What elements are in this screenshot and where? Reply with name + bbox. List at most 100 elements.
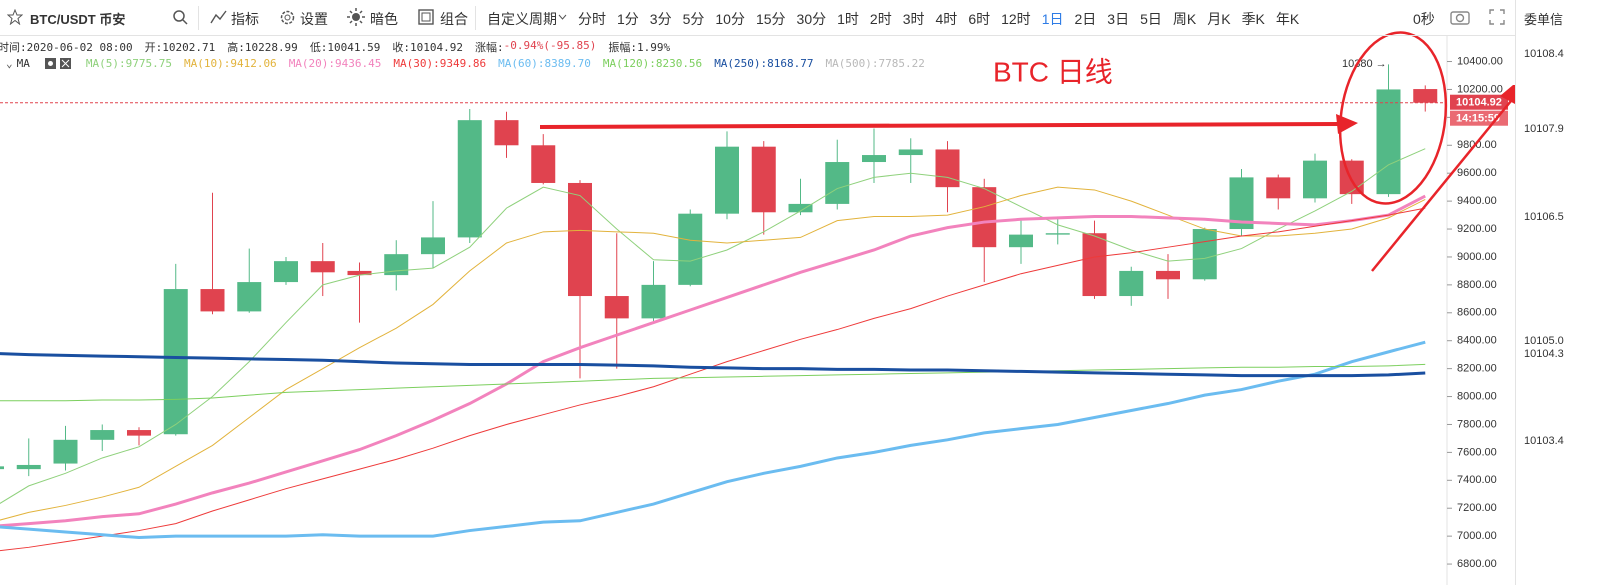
candle-body (237, 282, 262, 312)
tool[interactable]: 暗色 (370, 11, 398, 27)
order-book: 委单信 10108.4 10107.9 10106.5 10105.0 10104.3 1… (1515, 0, 1622, 585)
period[interactable]: 1日 (1041, 11, 1064, 27)
candle-body (935, 149, 960, 188)
tool[interactable]: 设置 (300, 11, 328, 27)
y-tick-label: 8600.00 (1457, 307, 1497, 319)
legend-entry: MA(60):8389.70 (498, 57, 591, 70)
arrow-head (1500, 85, 1515, 104)
order-price: 10106.5 (1524, 211, 1564, 223)
annotation-arrow (539, 122, 1341, 129)
y-tick-label: 7800.00 (1457, 418, 1497, 430)
period[interactable]: 2时 (869, 11, 892, 27)
indicator-icon[interactable] (210, 9, 228, 25)
y-tick-label: 8000.00 (1457, 390, 1497, 402)
period[interactable]: 1时 (837, 11, 859, 27)
ma-line (0, 363, 1426, 402)
camera-icon[interactable] (1450, 9, 1470, 25)
ma-line (0, 186, 1426, 521)
collapse-icon[interactable]: ⌄ (6, 57, 13, 70)
layout-icon[interactable] (418, 9, 434, 25)
annotation-arrow (1371, 95, 1515, 272)
ma-line (0, 352, 1426, 378)
period[interactable]: 5日 (1140, 11, 1162, 27)
info-close: 收:10104.92 (392, 41, 464, 54)
y-tick-label: 7600.00 (1457, 446, 1497, 458)
y-tick-label: 9600.00 (1457, 167, 1497, 179)
ma-line (0, 194, 1426, 528)
period[interactable]: 3日 (1107, 11, 1130, 27)
ohlc-info: 时间:2020-06-02 08:00 开:10202.71 高:10228.9… (0, 39, 670, 55)
candle-body (862, 155, 886, 163)
candle-body (604, 296, 629, 319)
info-low: 低:10041.59 (309, 41, 381, 54)
period[interactable]: 3时 (902, 11, 925, 27)
symbol[interactable]: BTC/USDT 币安 (30, 12, 126, 27)
y-tick-label: 7000.00 (1457, 530, 1497, 542)
tool[interactable]: 组合 (440, 11, 468, 27)
candle-body (457, 120, 482, 238)
high-marker: 10380 → (1342, 58, 1387, 70)
y-tick-label: 9800.00 (1457, 139, 1497, 151)
y-tick-label: 9000.00 (1457, 251, 1497, 263)
ma-line (0, 340, 1426, 540)
search-icon[interactable] (172, 9, 188, 25)
custom-period[interactable]: 自定义周期 (487, 11, 557, 27)
annotation-title: BTC 日线 (993, 56, 1113, 87)
period[interactable]: 1分 (617, 11, 639, 27)
divider (198, 6, 199, 30)
info-open: 开:10202.71 (144, 41, 216, 54)
period[interactable]: 周K (1172, 11, 1197, 27)
candle-body (568, 182, 592, 297)
period[interactable]: 12时 (1001, 11, 1031, 27)
period[interactable]: 6时 (968, 11, 991, 27)
candle-body (274, 261, 298, 283)
legend-entry: MA(10):9412.06 (183, 57, 277, 70)
period[interactable]: 30分 (796, 11, 827, 27)
candle-body (788, 203, 813, 213)
candle-body (531, 145, 556, 183)
period[interactable]: 3分 (649, 11, 672, 27)
countdown-label: 14:15:59 (1456, 113, 1500, 125)
period[interactable]: 2日 (1074, 11, 1097, 27)
candle-body (1303, 160, 1327, 199)
annotation-circle (1338, 31, 1448, 205)
y-tick-label: 8800.00 (1457, 279, 1497, 291)
candle-body (1376, 89, 1401, 195)
info-time: 时间:2020-06-02 08:00 (0, 41, 133, 54)
ma-line (0, 148, 1426, 504)
period[interactable]: 15分 (755, 11, 786, 27)
dropdown-icon[interactable] (558, 14, 567, 20)
candle-body (1009, 234, 1033, 248)
period[interactable]: 10分 (715, 11, 745, 27)
toolbar: BTC/USDT 币安 指标 设置 暗色 组合 自定义周期 分时 1分 3分 5分 10… (0, 0, 1622, 36)
fullscreen-icon[interactable] (1489, 9, 1505, 25)
period[interactable]: 4时 (935, 11, 958, 27)
y-tick-label: 10400.00 (1457, 55, 1503, 67)
candle-body (163, 289, 188, 435)
chart: 10400.0010200.0010000.009800.009600.0094… (0, 31, 1515, 585)
y-tick-label: 7400.00 (1457, 474, 1497, 486)
divider (475, 6, 476, 30)
y-tick-label: 7200.00 (1457, 502, 1497, 514)
info-change-label: 涨幅: (475, 41, 504, 54)
star-icon[interactable] (7, 9, 23, 25)
candle-body (347, 270, 372, 276)
candle-body (1082, 233, 1107, 297)
order-book-header[interactable]: 委单信 (1524, 12, 1564, 27)
y-tick-label: 10200.00 (1457, 83, 1503, 95)
candle-body (53, 439, 78, 464)
theme-icon[interactable] (347, 8, 365, 26)
tool[interactable]: 指标 (231, 11, 259, 27)
period[interactable]: 年K (1275, 11, 1300, 27)
period[interactable]: 5分 (682, 11, 705, 27)
candle-body (310, 261, 335, 273)
settings-icon[interactable] (279, 9, 296, 26)
candle-body (90, 430, 115, 440)
candle-body (0, 466, 4, 470)
period[interactable]: 季K (1241, 11, 1265, 27)
legend-entry: MA(500):7785.22 (825, 57, 925, 70)
y-tick-label: 8400.00 (1457, 335, 1497, 347)
ma-tools[interactable] (44, 57, 74, 70)
period[interactable]: 分时 (578, 11, 606, 27)
period[interactable]: 月K (1207, 11, 1231, 27)
